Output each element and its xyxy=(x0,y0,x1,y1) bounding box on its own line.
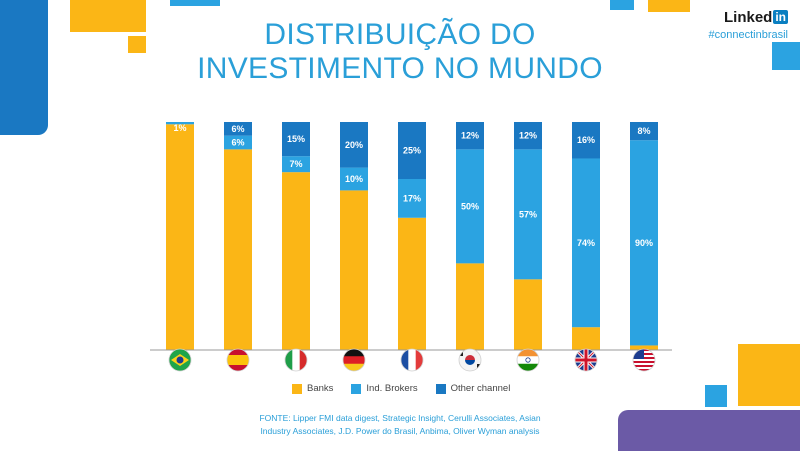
label-other-2: 15% xyxy=(287,134,305,144)
label-brokers-3: 10% xyxy=(345,174,363,184)
flag-italy-icon xyxy=(285,349,307,371)
bar-other-channel-2 xyxy=(282,122,310,157)
bar-banks-8 xyxy=(630,345,658,350)
bar-other-channel-8 xyxy=(630,122,658,141)
logo-hashtag: #connectinbrasil xyxy=(708,29,789,41)
label-brokers-0: 1% xyxy=(173,123,186,133)
legend-label-banks: Banks xyxy=(307,383,334,394)
decor-purple-panel-bottom xyxy=(618,410,800,451)
decor-blue-panel-left xyxy=(0,0,48,135)
decor-blue-square-right xyxy=(772,42,800,70)
flag-ring-6 xyxy=(516,348,540,372)
decor-orange-block-top-right xyxy=(648,0,690,12)
source-note-line-2: Industry Associates, J.D. Power do Brasi… xyxy=(260,426,540,436)
legend-item-brokers: Ind. Brokers xyxy=(351,383,418,394)
bar-other-channel-3 xyxy=(340,122,368,168)
decor-blue-square-bottom-right xyxy=(705,385,727,407)
bar-ind-brokers-1 xyxy=(224,135,252,150)
bar-ind-brokers-0 xyxy=(166,122,194,125)
label-other-8: 8% xyxy=(637,126,650,136)
legend-swatch-other xyxy=(435,383,446,394)
bar-banks-2 xyxy=(282,172,310,350)
legend-item-banks: Banks xyxy=(292,383,333,394)
bar-banks-3 xyxy=(340,190,368,350)
legend-swatch-brokers xyxy=(351,383,362,394)
label-other-4: 25% xyxy=(403,146,421,156)
flag-ring-7 xyxy=(574,348,598,372)
label-brokers-7: 74% xyxy=(577,238,595,248)
flag-germany-icon xyxy=(343,349,365,371)
decor-orange-square-small xyxy=(128,36,146,53)
flag-ring-0 xyxy=(168,348,192,372)
bar-ind-brokers-5 xyxy=(456,149,484,264)
page-title: DISTRIBUIÇÃO DO INVESTIMENTO NO MUNDO xyxy=(150,18,650,86)
linkedin-logo: Linked in #connectinbrasil xyxy=(704,9,788,42)
source-note-line-1: FONTE: Lipper FMI data digest, Strategic… xyxy=(259,413,541,423)
flag-uk-icon xyxy=(575,349,597,371)
bar-ind-brokers-7 xyxy=(572,158,600,328)
flag-ring-1 xyxy=(226,348,250,372)
label-brokers-1: 6% xyxy=(231,138,244,148)
bar-banks-1 xyxy=(224,149,252,350)
bar-ind-brokers-4 xyxy=(398,179,426,218)
label-other-1: 6% xyxy=(231,124,244,134)
flag-brazil-icon xyxy=(169,349,191,371)
decor-orange-block-bottom-right xyxy=(738,344,800,406)
flag-ring-2 xyxy=(284,348,308,372)
chart-legend: Banks Ind. Brokers Other channel xyxy=(292,383,510,394)
decor-orange-block-top xyxy=(70,0,146,32)
bar-banks-7 xyxy=(572,327,600,350)
label-other-5: 12% xyxy=(461,131,479,141)
logo-in-badge: in xyxy=(773,10,788,24)
flag-ring-8 xyxy=(632,348,656,372)
legend-item-other: Other channel xyxy=(435,383,511,394)
bar-banks-5 xyxy=(456,263,484,350)
bar-other-channel-6 xyxy=(514,122,542,150)
label-brokers-2: 7% xyxy=(289,159,302,169)
page-title-line-1: DISTRIBUIÇÃO DO xyxy=(264,18,536,51)
bar-ind-brokers-3 xyxy=(340,167,368,191)
bar-other-channel-5 xyxy=(456,122,484,150)
bar-other-channel-1 xyxy=(224,122,252,136)
legend-label-brokers: Ind. Brokers xyxy=(366,383,418,394)
flag-india-icon xyxy=(517,349,539,371)
label-other-3: 20% xyxy=(345,140,363,150)
bar-ind-brokers-8 xyxy=(630,140,658,346)
source-note: FONTE: Lipper FMI data digest, Strategic… xyxy=(230,412,570,438)
bar-banks-0 xyxy=(166,124,194,350)
legend-label-other: Other channel xyxy=(450,383,511,394)
flag-france-icon xyxy=(401,349,423,371)
page-title-line-2: INVESTIMENTO NO MUNDO xyxy=(197,52,603,85)
label-brokers-4: 17% xyxy=(403,193,421,203)
legend-swatch-banks xyxy=(292,383,302,394)
flag-ring-3 xyxy=(342,348,366,372)
label-brokers-8: 90% xyxy=(635,238,653,248)
label-other-6: 12% xyxy=(519,131,537,141)
bar-other-channel-4 xyxy=(398,122,426,179)
label-brokers-5: 50% xyxy=(461,201,479,211)
decor-blue-square-top-right xyxy=(610,0,634,10)
flag-south-korea-icon xyxy=(459,349,481,371)
bar-other-channel-7 xyxy=(572,122,600,159)
flag-ring-4 xyxy=(400,348,424,372)
bar-ind-brokers-6 xyxy=(514,149,542,280)
logo-wordmark: Linked xyxy=(723,9,773,26)
bar-ind-brokers-2 xyxy=(282,156,310,173)
flag-spain-icon xyxy=(227,349,249,371)
bar-banks-6 xyxy=(514,279,542,350)
flag-usa-icon xyxy=(633,349,655,371)
label-other-7: 16% xyxy=(577,135,595,145)
label-brokers-6: 57% xyxy=(519,209,537,219)
decor-blue-bar-top xyxy=(170,0,220,6)
bar-banks-4 xyxy=(398,217,426,350)
flag-ring-5 xyxy=(458,348,482,372)
